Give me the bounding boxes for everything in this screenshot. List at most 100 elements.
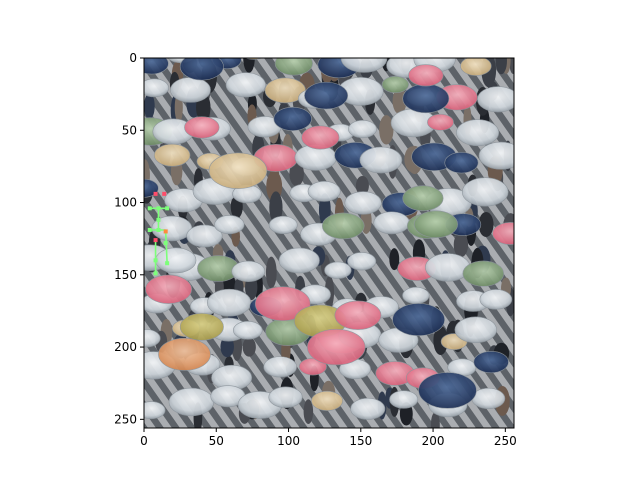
- umbrella: [184, 116, 220, 139]
- umbrella: [413, 210, 458, 238]
- pedestrian: [242, 337, 256, 357]
- crosswalk-stripe: [544, 58, 640, 428]
- keypoint: [156, 206, 161, 211]
- umbrella: [145, 274, 192, 304]
- y-tick-label: 250: [114, 412, 137, 426]
- crosswalk-stripe: [0, 58, 92, 428]
- pedestrian: [265, 256, 277, 289]
- umbrella: [311, 390, 343, 411]
- crosswalk-stripe: [496, 58, 514, 84]
- crosswalk-stripe: [608, 58, 640, 428]
- keypoint: [153, 271, 158, 276]
- umbrella: [263, 356, 297, 378]
- umbrella: [347, 252, 377, 271]
- umbrella: [170, 77, 211, 103]
- y-tick-label: 0: [129, 51, 137, 65]
- umbrella: [402, 83, 450, 114]
- umbrella: [492, 222, 514, 245]
- umbrella: [427, 113, 454, 131]
- x-tick-label: 200: [422, 434, 445, 448]
- y-tick-label: 200: [114, 340, 137, 354]
- umbrella: [389, 390, 419, 409]
- umbrella: [460, 58, 492, 76]
- umbrella: [348, 120, 377, 139]
- keypoint: [153, 258, 158, 263]
- crosswalk-stripe: [0, 58, 124, 428]
- pedestrian: [289, 160, 304, 187]
- umbrella: [344, 191, 382, 215]
- pedestrian: [389, 248, 400, 271]
- keypoint: [165, 261, 170, 266]
- x-tick-label: 100: [277, 434, 300, 448]
- umbrella: [478, 141, 514, 170]
- pedestrian: [430, 412, 440, 428]
- x-tick-label: 150: [349, 434, 372, 448]
- keypoint: [163, 229, 168, 234]
- umbrella: [444, 152, 479, 174]
- umbrella: [244, 58, 263, 60]
- keypoint: [153, 238, 158, 243]
- umbrella: [179, 58, 224, 81]
- pedestrian: [303, 399, 314, 424]
- crosswalk-stripe: [624, 58, 640, 428]
- umbrella: [298, 357, 327, 376]
- umbrella: [273, 106, 312, 131]
- umbrella: [144, 78, 169, 98]
- umbrella: [479, 289, 513, 310]
- pedestrian: [269, 191, 283, 224]
- umbrella: [168, 387, 215, 417]
- image-area: [0, 58, 640, 428]
- crosswalk-stripe: [560, 58, 640, 428]
- umbrella: [225, 72, 266, 98]
- umbrella: [144, 58, 169, 75]
- umbrella: [321, 212, 365, 240]
- umbrellas: [144, 58, 514, 420]
- pedestrian: [478, 211, 494, 237]
- crosswalk-stripe: [528, 58, 640, 428]
- keypoint: [153, 191, 158, 196]
- umbrella: [304, 81, 349, 110]
- keypoint: [156, 217, 161, 222]
- pedestrian: [509, 58, 514, 75]
- umbrella: [477, 86, 514, 113]
- umbrella: [307, 181, 341, 202]
- umbrella: [373, 211, 410, 235]
- keypoint-overlay: [147, 191, 170, 276]
- crosswalk-stripe: [576, 58, 640, 428]
- umbrella: [153, 143, 191, 167]
- pedestrian: [453, 232, 469, 258]
- keypoint: [147, 227, 152, 232]
- umbrella: [155, 247, 197, 274]
- umbrella: [232, 321, 263, 340]
- pedestrian: [355, 175, 369, 196]
- umbrella: [214, 215, 245, 235]
- crosswalk-stripe: [512, 58, 514, 61]
- y-axis: 0 50 100 150 200 250: [114, 51, 144, 426]
- umbrella: [158, 337, 211, 371]
- umbrella: [402, 286, 430, 305]
- umbrella: [268, 215, 298, 235]
- x-tick-label: 50: [209, 434, 224, 448]
- umbrella: [144, 329, 161, 348]
- umbrella: [254, 286, 311, 322]
- umbrella: [418, 372, 477, 409]
- umbrella: [359, 146, 403, 174]
- umbrella: [278, 247, 320, 274]
- y-tick-label: 100: [114, 196, 137, 210]
- crosswalk-stripe: [592, 58, 640, 428]
- umbrella: [324, 261, 352, 279]
- umbrella: [231, 260, 266, 282]
- umbrella: [456, 119, 500, 147]
- umbrella: [454, 316, 497, 344]
- umbrella: [461, 177, 509, 207]
- umbrella: [392, 303, 445, 337]
- umbrella: [408, 64, 444, 87]
- pedestrian: [379, 115, 394, 145]
- keypoint: [165, 206, 170, 211]
- y-tick-label: 50: [122, 123, 137, 137]
- umbrella: [350, 397, 386, 420]
- keypoint: [147, 206, 152, 211]
- keypoint-link: [164, 231, 168, 264]
- keypoint: [156, 227, 161, 232]
